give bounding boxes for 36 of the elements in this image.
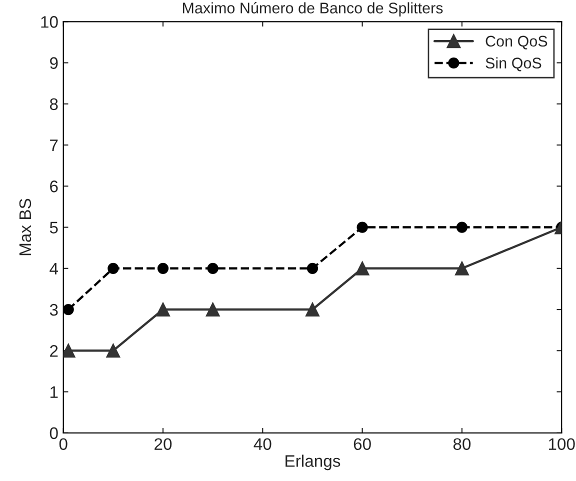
legend-label: Sin QoS xyxy=(486,57,542,72)
x-tick-label: 20 xyxy=(154,438,172,450)
y-tick-label: 7 xyxy=(50,140,58,152)
y-tick-label: 4 xyxy=(50,262,58,274)
point xyxy=(455,261,469,276)
y-tick-label: 6 xyxy=(50,180,58,192)
y-tick-label: 8 xyxy=(50,98,58,110)
point xyxy=(456,222,468,233)
y-axis-title: Max BS xyxy=(19,198,32,256)
point xyxy=(156,302,170,316)
x-tick-label: 100 xyxy=(548,438,575,450)
chart-title: Maximo Número de Banco de Splitters xyxy=(182,2,443,16)
point xyxy=(207,262,218,274)
x-axis-title: Erlangs xyxy=(286,454,340,470)
point xyxy=(108,262,119,274)
point xyxy=(355,261,370,276)
point xyxy=(306,302,320,316)
point xyxy=(106,344,120,358)
x-tick-label: 0 xyxy=(59,438,68,450)
y-tick-label: 3 xyxy=(50,304,58,316)
x-tick-label: 60 xyxy=(354,438,371,450)
y-tick-label: 2 xyxy=(50,345,58,357)
point xyxy=(63,344,76,358)
y-tick-label: 5 xyxy=(50,222,58,234)
point xyxy=(206,302,220,316)
point xyxy=(157,262,169,274)
y-tick-label: 9 xyxy=(50,57,58,69)
point xyxy=(356,222,368,233)
point xyxy=(306,262,318,274)
y-tick-label: 1 xyxy=(50,386,58,398)
y-tick-label: 10 xyxy=(41,16,58,28)
y-tick-label: 0 xyxy=(50,427,58,440)
point xyxy=(63,304,74,316)
legend-label: Con QoS xyxy=(486,36,548,50)
x-tick-label: 40 xyxy=(254,438,272,450)
x-tick-label: 80 xyxy=(453,438,471,450)
